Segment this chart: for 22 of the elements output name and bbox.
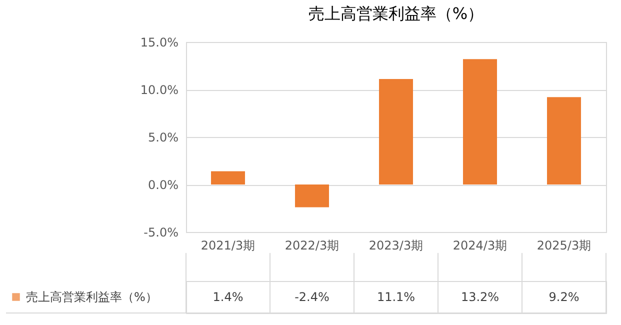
x-tick-label: 2023/3期 [368,238,424,252]
y-tick-label: -5.0% [144,226,178,240]
bar [547,97,581,184]
bar [295,184,329,208]
bar [211,171,245,184]
x-tick-label: 2021/3期 [200,238,256,252]
x-tick-label: 2025/3期 [536,238,592,252]
data-label: 1.4% [212,290,244,304]
x-tick-label: 2022/3期 [284,238,340,252]
bar [463,59,497,184]
y-tick-label: 15.0% [140,36,178,50]
bar [379,79,413,184]
data-label: 13.2% [460,290,500,304]
chart-title: 売上高営業利益率（%） [308,4,484,23]
y-tick-label: 5.0% [148,130,178,144]
data-label: 9.2% [548,290,580,304]
legend-label: 売上高営業利益率（%） [26,290,158,304]
data-label: 11.1% [376,290,416,304]
y-tick-label: 10.0% [140,83,178,97]
x-tick-label: 2024/3期 [452,238,508,252]
data-label: -2.4% [294,290,330,304]
y-tick-label: 0.0% [148,178,178,192]
